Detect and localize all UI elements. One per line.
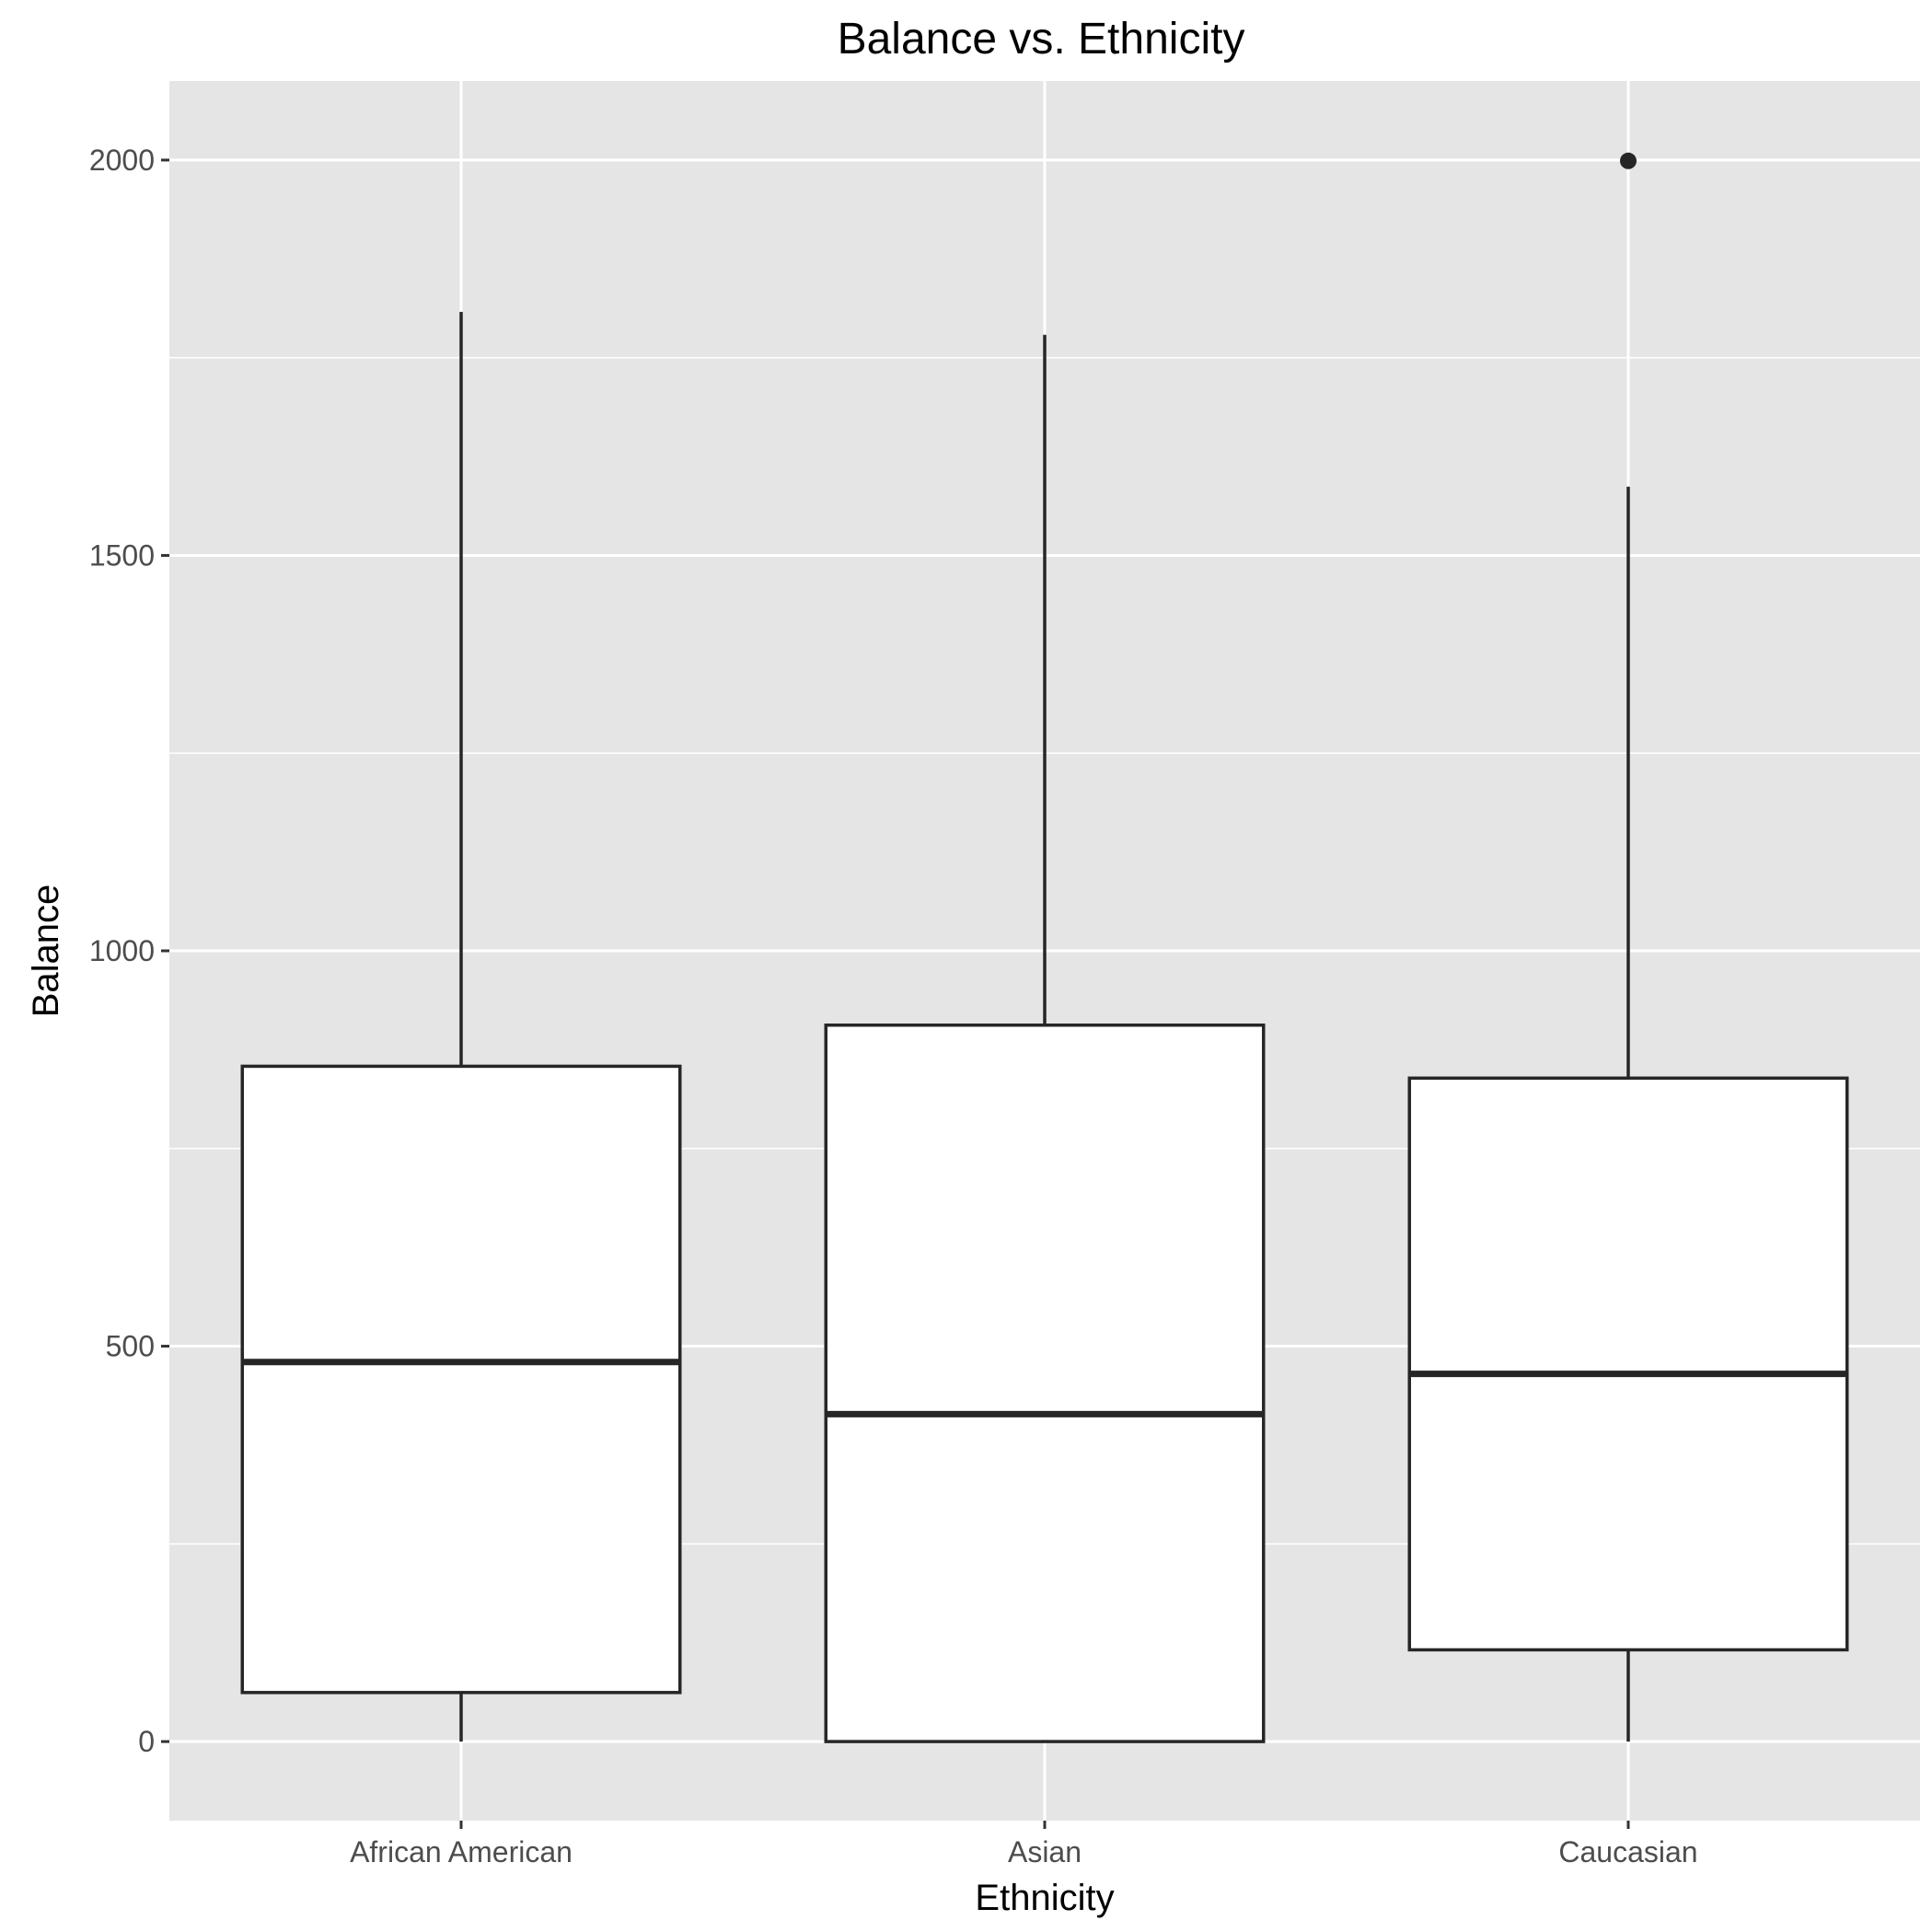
- y-tick-label: 1000: [89, 934, 155, 967]
- x-axis: African American Asian Caucasian: [350, 1821, 1698, 1868]
- x-tick-label: Caucasian: [1558, 1835, 1697, 1868]
- y-tick-label: 500: [106, 1330, 155, 1363]
- box-series: [240, 152, 1849, 1743]
- box-african-american: [240, 311, 682, 1742]
- box-iqr: [1407, 1076, 1849, 1652]
- x-tick-label: Asian: [1008, 1835, 1082, 1868]
- box-iqr: [824, 1024, 1266, 1743]
- y-axis: 0 500 1000 1500 2000: [89, 144, 169, 1758]
- box-caucasian: [1407, 152, 1849, 1742]
- y-tick-label: 2000: [89, 144, 155, 177]
- box-asian: [824, 334, 1266, 1743]
- x-tick-label: African American: [350, 1835, 573, 1868]
- chart-title: Balance vs. Ethnicity: [838, 15, 1245, 64]
- outlier-point: [1620, 152, 1637, 169]
- box-iqr: [240, 1064, 682, 1695]
- y-tick-label: 0: [138, 1725, 155, 1758]
- y-axis-title: Balance: [26, 885, 66, 1018]
- x-axis-title: Ethnicity: [975, 1878, 1114, 1918]
- y-tick-label: 1500: [89, 538, 155, 572]
